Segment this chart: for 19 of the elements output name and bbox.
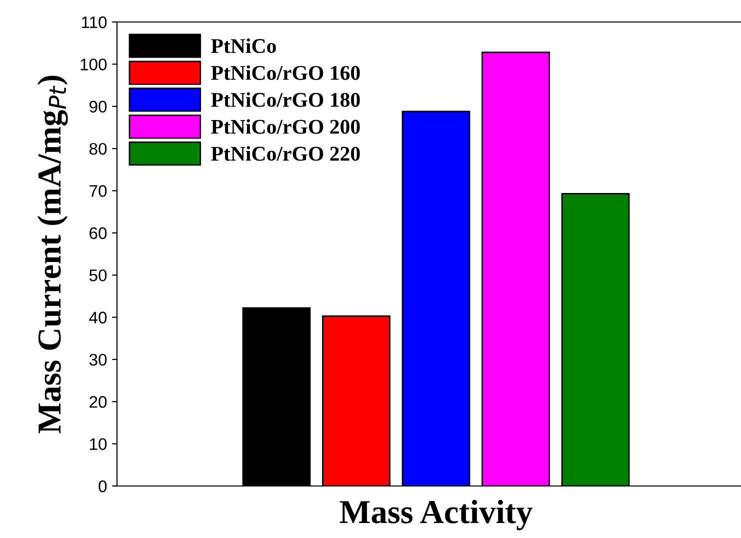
y-tick-label: 70 [90, 185, 107, 197]
y-tick-label: 50 [89, 269, 107, 282]
y-tick-label: 30 [89, 354, 107, 366]
y-tick-label: 80 [89, 142, 107, 155]
y-tick-label: 90 [90, 100, 107, 113]
legend-label: PtNiCo/rGO 180 [211, 92, 360, 107]
legend-label: PtNiCo/rGO 220 [211, 146, 360, 161]
y-axis-title: Mass Current (mA/mg$_{Pt}$) [37, 76, 68, 434]
y-tick-label: 10 [90, 438, 107, 450]
legend-label: PtNiCo [211, 38, 276, 54]
y-tick-label: 100 [80, 58, 107, 70]
y-tick-label: 20 [90, 396, 107, 408]
y-tick-label: 40 [89, 312, 107, 324]
y-tick-label: 0 [98, 480, 107, 492]
y-tick-label: 60 [90, 227, 107, 240]
legend-label: PtNiCo/rGO 200 [211, 119, 360, 134]
x-axis-title: Mass Activity [340, 500, 532, 530]
y-tick-label: 110 [82, 16, 107, 28]
legend-label: PtNiCo/rGO 160 [211, 65, 360, 80]
